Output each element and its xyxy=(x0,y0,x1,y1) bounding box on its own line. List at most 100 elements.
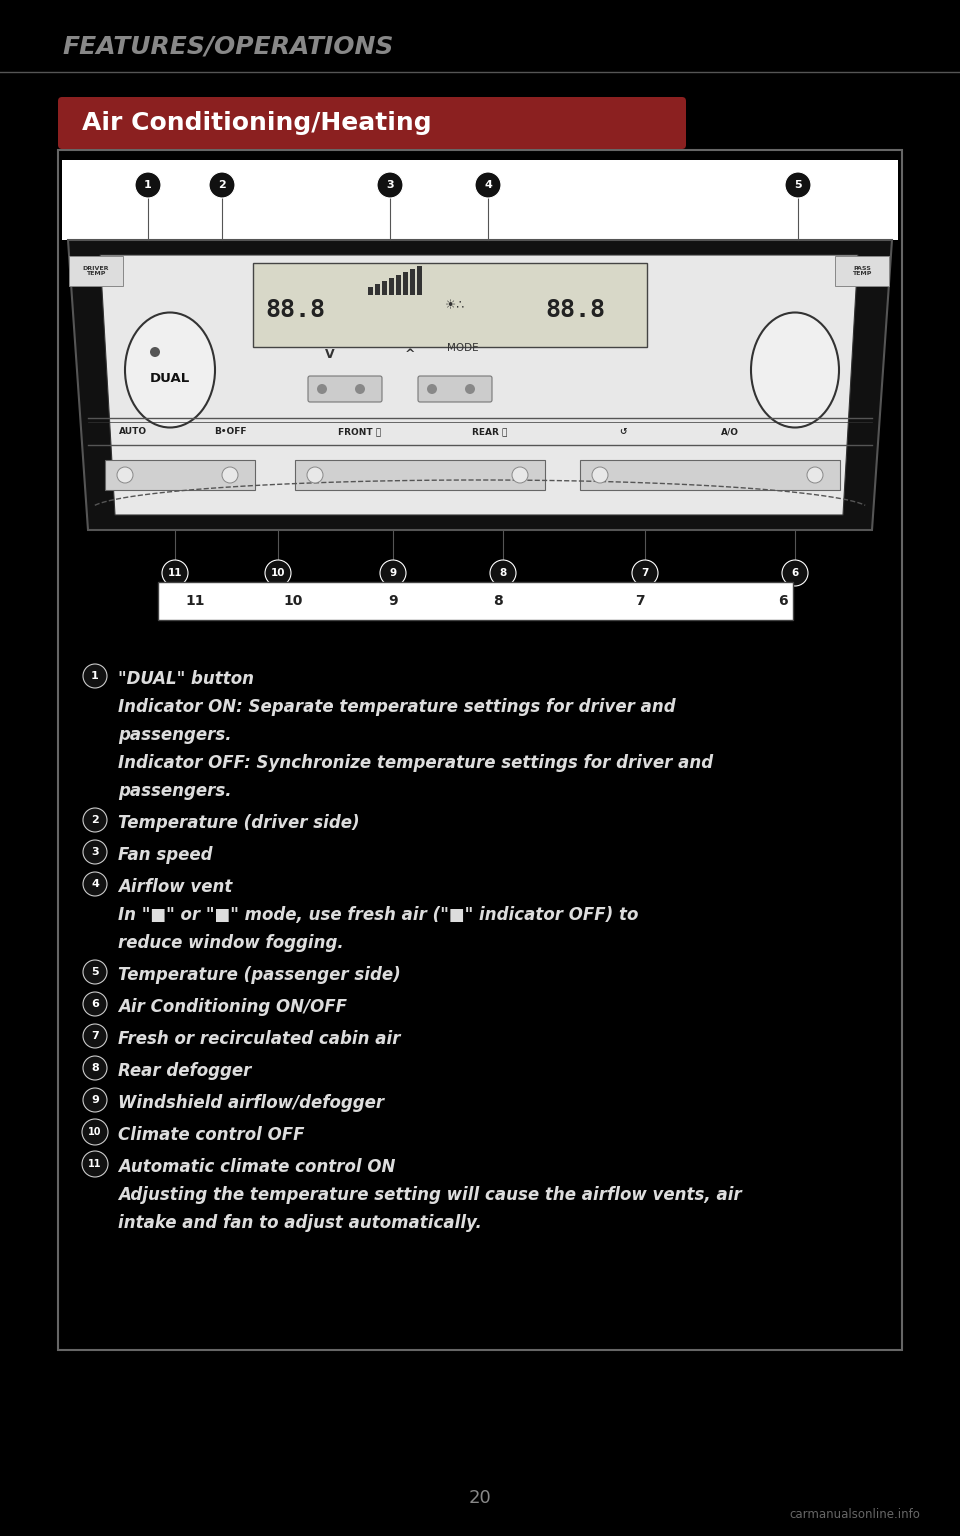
Text: carmanualsonline.info: carmanualsonline.info xyxy=(789,1508,921,1522)
Text: Automatic climate control ON: Automatic climate control ON xyxy=(118,1158,396,1177)
Text: 6: 6 xyxy=(779,594,788,608)
Text: 7: 7 xyxy=(641,568,649,578)
Text: 2: 2 xyxy=(218,180,226,190)
FancyBboxPatch shape xyxy=(295,459,545,490)
Text: FEATURES/OPERATIONS: FEATURES/OPERATIONS xyxy=(62,35,394,58)
Circle shape xyxy=(117,467,133,482)
Circle shape xyxy=(135,172,161,198)
Text: 5: 5 xyxy=(794,180,802,190)
Circle shape xyxy=(83,840,107,863)
Text: 7: 7 xyxy=(636,594,645,608)
Circle shape xyxy=(490,561,516,587)
Text: passengers.: passengers. xyxy=(118,782,231,800)
Text: Air Conditioning/Heating: Air Conditioning/Heating xyxy=(82,111,432,135)
FancyBboxPatch shape xyxy=(69,257,123,286)
Text: Climate control OFF: Climate control OFF xyxy=(118,1126,304,1144)
Text: 7: 7 xyxy=(91,1031,99,1041)
Text: 6: 6 xyxy=(791,568,799,578)
Text: 88.8: 88.8 xyxy=(545,298,605,323)
Text: Adjusting the temperature setting will cause the airflow vents, air: Adjusting the temperature setting will c… xyxy=(118,1186,742,1204)
Circle shape xyxy=(265,561,291,587)
Text: V: V xyxy=(325,349,335,361)
Text: 8: 8 xyxy=(91,1063,99,1074)
Circle shape xyxy=(83,1025,107,1048)
Text: 3: 3 xyxy=(91,846,99,857)
Circle shape xyxy=(82,1150,108,1177)
Text: 20: 20 xyxy=(468,1488,492,1507)
Circle shape xyxy=(307,467,323,482)
Text: ☀∴: ☀∴ xyxy=(445,300,465,312)
Text: 11: 11 xyxy=(185,594,204,608)
Circle shape xyxy=(82,1120,108,1144)
Circle shape xyxy=(83,664,107,688)
Text: DRIVER
TEMP: DRIVER TEMP xyxy=(83,266,109,276)
Text: Windshield airflow/defogger: Windshield airflow/defogger xyxy=(118,1094,384,1112)
Circle shape xyxy=(317,384,327,395)
Circle shape xyxy=(475,172,501,198)
Text: 1: 1 xyxy=(144,180,152,190)
Text: PASS
TEMP: PASS TEMP xyxy=(852,266,872,276)
Text: ↺: ↺ xyxy=(619,427,627,436)
Circle shape xyxy=(83,872,107,895)
Circle shape xyxy=(83,808,107,833)
Bar xyxy=(417,266,422,295)
Text: Temperature (driver side): Temperature (driver side) xyxy=(118,814,360,833)
Text: "DUAL" button: "DUAL" button xyxy=(118,670,254,688)
FancyBboxPatch shape xyxy=(58,97,686,149)
Circle shape xyxy=(150,347,160,356)
Circle shape xyxy=(807,467,823,482)
Ellipse shape xyxy=(125,312,215,427)
Text: 3: 3 xyxy=(386,180,394,190)
Text: Rear defogger: Rear defogger xyxy=(118,1061,252,1080)
Text: MODE: MODE xyxy=(447,343,479,353)
FancyBboxPatch shape xyxy=(253,263,647,347)
Circle shape xyxy=(222,467,238,482)
Circle shape xyxy=(355,384,365,395)
Bar xyxy=(382,281,387,295)
Polygon shape xyxy=(100,255,858,515)
Text: 88.8: 88.8 xyxy=(265,298,325,323)
Text: 9: 9 xyxy=(390,568,396,578)
Text: Airflow vent: Airflow vent xyxy=(118,879,232,895)
Text: Indicator ON: Separate temperature settings for driver and: Indicator ON: Separate temperature setti… xyxy=(118,697,676,716)
Text: 4: 4 xyxy=(91,879,99,889)
Text: 2: 2 xyxy=(91,816,99,825)
Text: Air Conditioning ON/OFF: Air Conditioning ON/OFF xyxy=(118,998,347,1015)
Bar xyxy=(403,272,408,295)
Bar xyxy=(410,269,415,295)
Circle shape xyxy=(632,561,658,587)
Circle shape xyxy=(83,1087,107,1112)
Text: Fan speed: Fan speed xyxy=(118,846,212,863)
Circle shape xyxy=(377,172,403,198)
FancyBboxPatch shape xyxy=(580,459,840,490)
Text: 11: 11 xyxy=(168,568,182,578)
Text: intake and fan to adjust automatically.: intake and fan to adjust automatically. xyxy=(118,1213,482,1232)
Text: ^: ^ xyxy=(405,349,416,361)
Text: In "■" or "■" mode, use fresh air ("■" indicator OFF) to: In "■" or "■" mode, use fresh air ("■" i… xyxy=(118,906,638,925)
FancyBboxPatch shape xyxy=(308,376,382,402)
Text: 10: 10 xyxy=(271,568,285,578)
Polygon shape xyxy=(68,240,892,530)
Circle shape xyxy=(592,467,608,482)
Text: A/O: A/O xyxy=(721,427,739,436)
Circle shape xyxy=(83,992,107,1015)
Text: DUAL: DUAL xyxy=(150,372,190,384)
FancyBboxPatch shape xyxy=(58,151,902,1350)
Text: Indicator OFF: Synchronize temperature settings for driver and: Indicator OFF: Synchronize temperature s… xyxy=(118,754,713,773)
Circle shape xyxy=(785,172,811,198)
Bar xyxy=(368,287,373,295)
Bar xyxy=(389,278,394,295)
FancyBboxPatch shape xyxy=(158,582,793,621)
Text: 11: 11 xyxy=(88,1160,102,1169)
Text: Temperature (passenger side): Temperature (passenger side) xyxy=(118,966,400,985)
Circle shape xyxy=(83,1057,107,1080)
Circle shape xyxy=(380,561,406,587)
Text: 1: 1 xyxy=(91,671,99,680)
Text: 6: 6 xyxy=(91,998,99,1009)
Circle shape xyxy=(427,384,437,395)
Text: Fresh or recirculated cabin air: Fresh or recirculated cabin air xyxy=(118,1031,400,1048)
Text: 9: 9 xyxy=(91,1095,99,1104)
Text: reduce window fogging.: reduce window fogging. xyxy=(118,934,344,952)
FancyBboxPatch shape xyxy=(835,257,889,286)
Text: REAR ⓣ: REAR ⓣ xyxy=(472,427,508,436)
